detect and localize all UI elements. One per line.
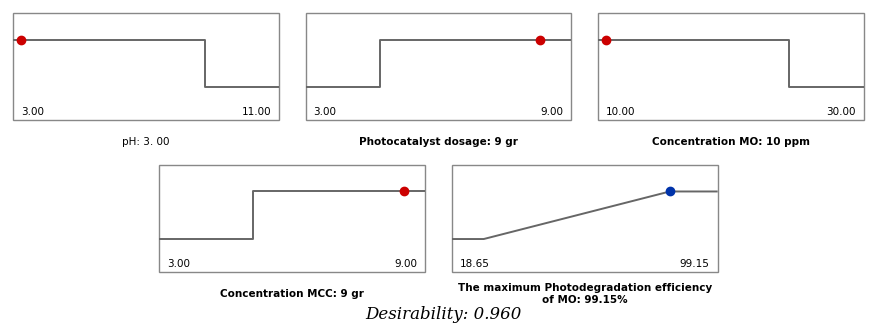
- Text: Concentration MCC: 9 gr: Concentration MCC: 9 gr: [221, 289, 364, 299]
- Text: 3.00: 3.00: [167, 259, 190, 269]
- Text: 9.00: 9.00: [540, 108, 563, 118]
- Text: 30.00: 30.00: [827, 108, 856, 118]
- Text: 99.15: 99.15: [680, 259, 710, 269]
- Text: The maximum Photodegradation efficiency
of MO: 99.15%: The maximum Photodegradation efficiency …: [458, 283, 711, 305]
- Text: 11.00: 11.00: [242, 108, 271, 118]
- Text: 3.00: 3.00: [21, 108, 44, 118]
- Text: Desirability: 0.960: Desirability: 0.960: [365, 306, 521, 323]
- Text: 18.65: 18.65: [460, 259, 490, 269]
- Text: Concentration MO: 10 ppm: Concentration MO: 10 ppm: [652, 137, 810, 147]
- Text: 10.00: 10.00: [606, 108, 635, 118]
- Text: 9.00: 9.00: [394, 259, 417, 269]
- Text: pH: 3. 00: pH: 3. 00: [122, 137, 170, 147]
- Text: Photocatalyst dosage: 9 gr: Photocatalyst dosage: 9 gr: [359, 137, 518, 147]
- Text: 3.00: 3.00: [314, 108, 337, 118]
